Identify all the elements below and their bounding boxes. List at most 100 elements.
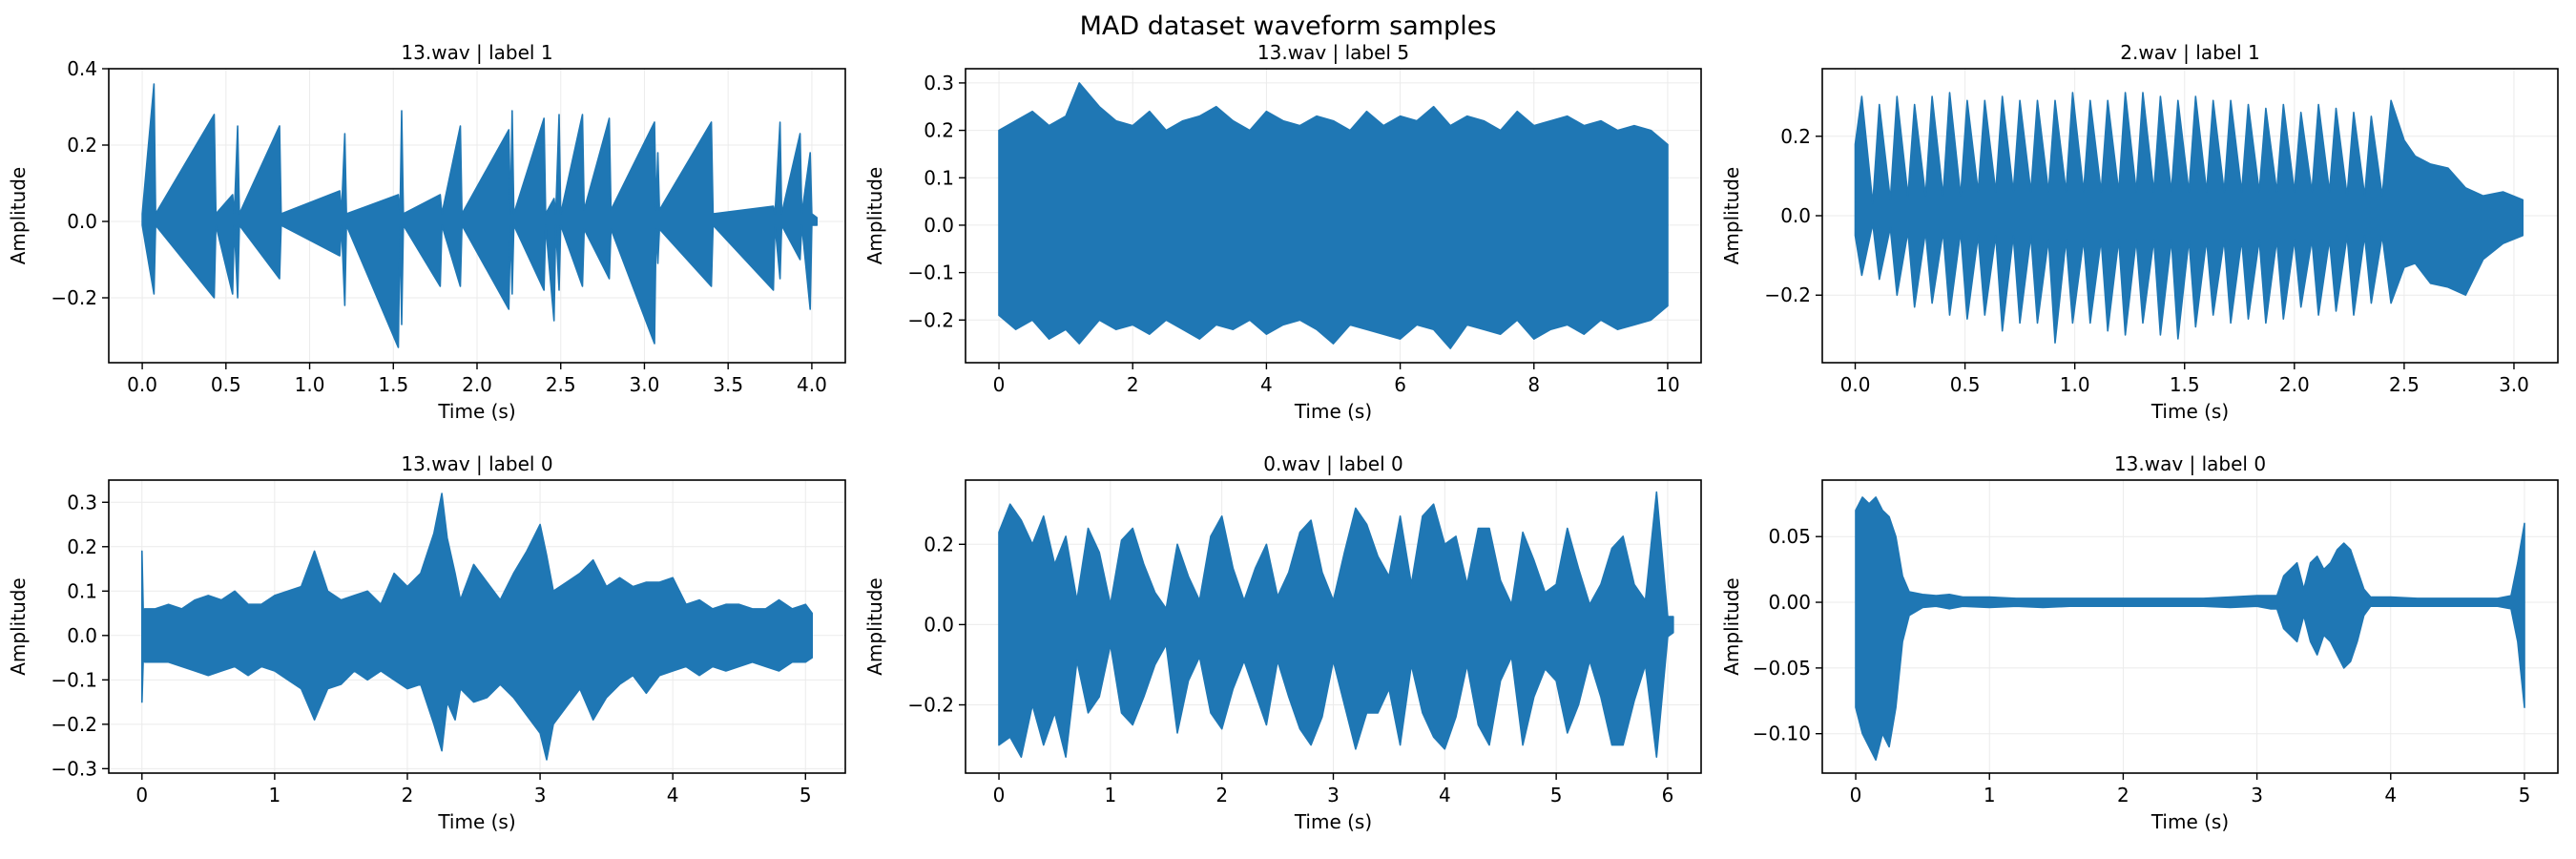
y-tick-label: 0.2 xyxy=(924,533,954,555)
x-tick-label: 0 xyxy=(1850,784,1862,807)
y-tick-label: 0.05 xyxy=(1768,525,1811,548)
y-tick-label: −0.1 xyxy=(907,262,954,284)
y-tick-label: 0.3 xyxy=(67,491,97,513)
x-tick-label: 2 xyxy=(1215,784,1228,807)
y-tick-label: 0.1 xyxy=(67,579,97,602)
y-tick-label: 0.00 xyxy=(1768,591,1811,614)
x-tick-label: 1 xyxy=(1104,784,1116,807)
x-tick-label: 8 xyxy=(1527,373,1540,396)
subplot-title: 0.wav | label 0 xyxy=(1263,452,1402,475)
x-tick-label: 0.0 xyxy=(1840,373,1871,396)
x-tick-label: 2.5 xyxy=(2389,373,2420,396)
subplot-title: 13.wav | label 0 xyxy=(401,452,552,475)
x-axis-label: Time (s) xyxy=(2150,400,2229,423)
y-tick-label: 0.2 xyxy=(67,535,97,558)
subplot-title: 13.wav | label 0 xyxy=(2114,452,2266,475)
x-tick-label: 1 xyxy=(1984,784,1996,807)
x-tick-label: 3.0 xyxy=(630,373,660,396)
subplot-title: 13.wav | label 5 xyxy=(1257,41,1409,64)
y-tick-label: 0.0 xyxy=(924,214,954,237)
x-tick-label: 1.5 xyxy=(2170,373,2200,396)
waveform-series xyxy=(141,492,814,761)
x-tick-label: 2.0 xyxy=(462,373,492,396)
x-tick-label: 6 xyxy=(1394,373,1406,396)
axes-frame xyxy=(108,479,846,774)
y-axis-label: Amplitude xyxy=(863,577,886,676)
subplot-5: 0 1 2 3 4 5 6 −0.2 0.0 0.2 0.wav | label 0 Time (s)… xyxy=(863,452,1702,833)
x-tick-label: 3.0 xyxy=(2499,373,2529,396)
x-tick-label: 0.0 xyxy=(127,373,157,396)
y-axis-label: Amplitude xyxy=(7,167,30,265)
y-tick-label: −0.1 xyxy=(51,668,97,691)
x-tick-label: 5 xyxy=(800,784,812,807)
subplot-title: 2.wav | label 1 xyxy=(2120,41,2259,64)
x-axis-label: Time (s) xyxy=(1294,400,1372,423)
x-tick-label: 0 xyxy=(135,784,148,807)
x-tick-label: 5 xyxy=(2519,784,2531,807)
x-tick-label: 6 xyxy=(1662,784,1674,807)
subplot-3: 0.0 0.5 1.0 1.5 2.0 2.5 3.0 −0.2 0.0 0.2 2.wav | l… xyxy=(1720,41,2559,423)
y-tick-label: −0.05 xyxy=(1753,657,1811,680)
x-tick-label: 3 xyxy=(2251,784,2263,807)
x-tick-label: 5 xyxy=(1550,784,1563,807)
waveform-series xyxy=(998,491,1674,759)
y-axis-label: Amplitude xyxy=(863,167,886,265)
y-axis-label: Amplitude xyxy=(7,577,30,676)
x-axis-label: Time (s) xyxy=(437,400,515,423)
x-tick-label: 1.0 xyxy=(295,373,325,396)
subplot-1: 0.0 0.5 1.0 1.5 2.0 2.5 3.0 3.5 4.0 −0.2 0.0 0.2 0.4… xyxy=(7,41,846,423)
y-tick-label: 0.0 xyxy=(67,624,97,647)
y-tick-label: −0.2 xyxy=(51,713,97,736)
y-tick-label: 0.3 xyxy=(924,72,954,94)
x-tick-label: 2.5 xyxy=(546,373,576,396)
x-tick-label: 1.0 xyxy=(2060,373,2090,396)
y-tick-label: 0.2 xyxy=(924,119,954,142)
y-tick-label: −0.2 xyxy=(907,308,954,331)
figure-title: MAD dataset waveform samples xyxy=(1079,11,1497,41)
y-tick-label: 0.4 xyxy=(67,57,97,80)
x-tick-label: 4 xyxy=(1260,373,1273,396)
x-axis-label: Time (s) xyxy=(437,810,515,833)
y-tick-label: 0.2 xyxy=(1780,125,1811,148)
y-tick-label: 0.1 xyxy=(924,166,954,189)
y-tick-label: 0.0 xyxy=(1780,204,1811,227)
x-tick-label: 3 xyxy=(534,784,547,807)
x-tick-label: 1.5 xyxy=(378,373,408,396)
y-tick-label: −0.10 xyxy=(1753,723,1811,745)
x-tick-label: 2 xyxy=(402,784,414,807)
x-tick-label: 4 xyxy=(667,784,679,807)
x-tick-label: 2 xyxy=(1127,373,1139,396)
x-tick-label: 0 xyxy=(993,784,1006,807)
y-axis-label: Amplitude xyxy=(1720,167,1743,265)
y-tick-label: 0.0 xyxy=(924,613,954,636)
x-axis-label: Time (s) xyxy=(2150,810,2229,833)
x-tick-label: 0.5 xyxy=(1950,373,1981,396)
y-tick-label: 0.0 xyxy=(67,210,97,233)
waveform-series xyxy=(998,82,1669,349)
x-tick-label: 4 xyxy=(2384,784,2397,807)
x-tick-label: 4 xyxy=(1439,784,1451,807)
y-tick-label: −0.2 xyxy=(51,286,97,309)
x-tick-label: 0.5 xyxy=(211,373,241,396)
subplot-4: 0 1 2 3 4 5 −0.3 −0.2 −0.1 0.0 0.1 0.2 0.3 13.wav | l… xyxy=(7,452,846,833)
waveform-series xyxy=(1854,92,2524,345)
y-tick-label: −0.2 xyxy=(907,694,954,717)
x-tick-label: 10 xyxy=(1655,373,1679,396)
x-tick-label: 2 xyxy=(2117,784,2129,807)
x-tick-label: 3 xyxy=(1327,784,1340,807)
x-tick-label: 4.0 xyxy=(797,373,827,396)
waveform-series xyxy=(1855,496,2525,762)
x-tick-label: 3.5 xyxy=(713,373,743,396)
x-axis-label: Time (s) xyxy=(1294,810,1372,833)
subplot-6: 0 1 2 3 4 5 −0.10 −0.05 0.00 0.05 13.wav | label 0… xyxy=(1720,452,2559,833)
x-tick-label: 0 xyxy=(993,373,1006,396)
y-axis-label: Amplitude xyxy=(1720,577,1743,676)
axes-frame xyxy=(965,68,1702,364)
subplot-title: 13.wav | label 1 xyxy=(401,41,552,64)
x-tick-label: 2.0 xyxy=(2279,373,2310,396)
x-tick-label: 1 xyxy=(269,784,281,807)
axes-frame xyxy=(1821,479,2559,774)
waveform-series xyxy=(141,83,819,348)
y-tick-label: −0.3 xyxy=(51,757,97,780)
